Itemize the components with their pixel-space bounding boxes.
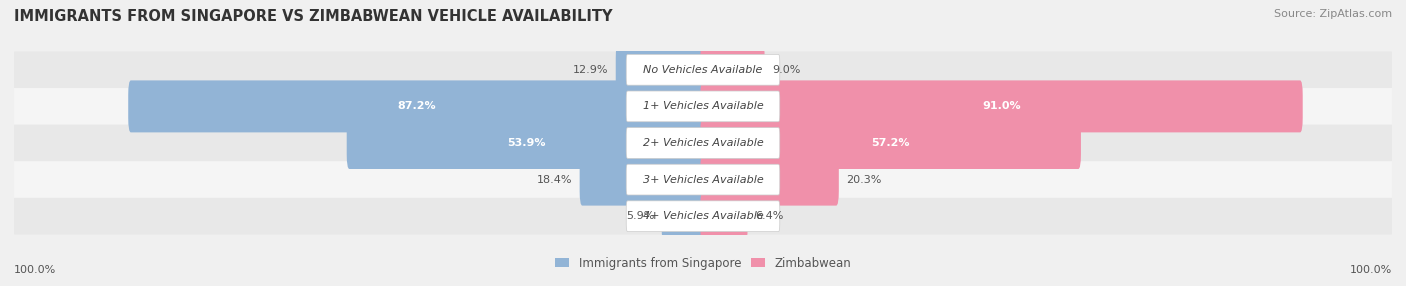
Text: 5.9%: 5.9% — [626, 211, 654, 221]
Text: 3+ Vehicles Available: 3+ Vehicles Available — [643, 175, 763, 184]
FancyBboxPatch shape — [700, 80, 1303, 132]
Text: IMMIGRANTS FROM SINGAPORE VS ZIMBABWEAN VEHICLE AVAILABILITY: IMMIGRANTS FROM SINGAPORE VS ZIMBABWEAN … — [14, 9, 613, 23]
Text: 100.0%: 100.0% — [1350, 265, 1392, 275]
Text: 2+ Vehicles Available: 2+ Vehicles Available — [643, 138, 763, 148]
FancyBboxPatch shape — [626, 164, 780, 195]
Text: 1+ Vehicles Available: 1+ Vehicles Available — [643, 102, 763, 111]
Text: 87.2%: 87.2% — [398, 102, 436, 111]
Text: 53.9%: 53.9% — [508, 138, 546, 148]
FancyBboxPatch shape — [579, 154, 706, 206]
FancyBboxPatch shape — [700, 44, 765, 96]
FancyBboxPatch shape — [662, 190, 706, 242]
FancyBboxPatch shape — [14, 198, 1392, 235]
FancyBboxPatch shape — [14, 125, 1392, 161]
FancyBboxPatch shape — [616, 44, 706, 96]
Text: 57.2%: 57.2% — [872, 138, 910, 148]
FancyBboxPatch shape — [14, 51, 1392, 88]
Text: 91.0%: 91.0% — [983, 102, 1021, 111]
Text: 18.4%: 18.4% — [537, 175, 572, 184]
FancyBboxPatch shape — [700, 154, 839, 206]
Text: 20.3%: 20.3% — [846, 175, 882, 184]
FancyBboxPatch shape — [626, 201, 780, 232]
Text: 12.9%: 12.9% — [574, 65, 609, 75]
Legend: Immigrants from Singapore, Zimbabwean: Immigrants from Singapore, Zimbabwean — [550, 252, 856, 274]
FancyBboxPatch shape — [347, 117, 706, 169]
Text: 100.0%: 100.0% — [14, 265, 56, 275]
Text: Source: ZipAtlas.com: Source: ZipAtlas.com — [1274, 9, 1392, 19]
FancyBboxPatch shape — [14, 161, 1392, 198]
FancyBboxPatch shape — [626, 128, 780, 158]
FancyBboxPatch shape — [626, 91, 780, 122]
FancyBboxPatch shape — [700, 117, 1081, 169]
Text: 6.4%: 6.4% — [755, 211, 783, 221]
Text: No Vehicles Available: No Vehicles Available — [644, 65, 762, 75]
Text: 4+ Vehicles Available: 4+ Vehicles Available — [643, 211, 763, 221]
FancyBboxPatch shape — [128, 80, 706, 132]
FancyBboxPatch shape — [626, 54, 780, 85]
Text: 9.0%: 9.0% — [772, 65, 800, 75]
FancyBboxPatch shape — [14, 88, 1392, 125]
FancyBboxPatch shape — [700, 190, 748, 242]
